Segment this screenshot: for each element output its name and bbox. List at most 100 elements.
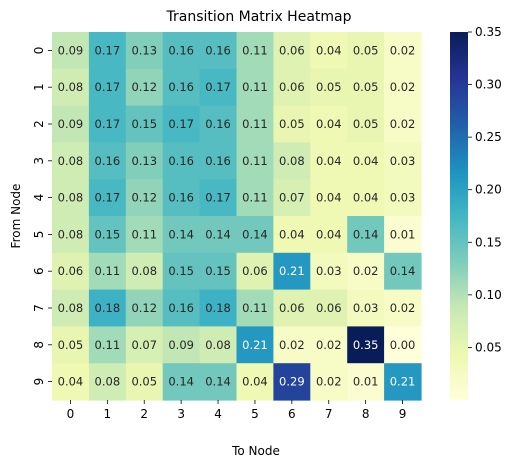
heatmap-cell-4-1 [88, 179, 127, 217]
heatmap-cell-1-7 [310, 68, 348, 107]
heatmap-cell-1-2 [125, 68, 164, 107]
cell-value-9-8: 0.01 [353, 375, 379, 389]
cell-value-0-5: 0.11 [242, 43, 268, 57]
colorbar [450, 32, 468, 400]
heatmap-cell-1-9 [384, 68, 422, 107]
heatmap-cell-9-6 [273, 363, 311, 401]
cell-value-8-7: 0.02 [316, 338, 342, 352]
cell-value-5-6: 0.04 [279, 227, 305, 241]
y-tick-label: 5 [32, 231, 46, 239]
cell-value-4-3: 0.16 [168, 191, 194, 205]
heatmap-cell-8-0 [52, 326, 90, 364]
heatmap-cell-2-2 [125, 105, 164, 143]
cell-value-7-6: 0.06 [279, 301, 305, 315]
heatmap-cell-3-8 [347, 142, 385, 180]
heatmap-cell-4-6 [273, 179, 311, 217]
heatmap-cell-4-5 [236, 179, 274, 217]
heatmap-cell-5-1 [88, 216, 127, 254]
cell-value-9-1: 0.08 [95, 375, 121, 389]
cell-value-0-6: 0.06 [279, 43, 305, 57]
cell-value-1-6: 0.06 [279, 80, 305, 94]
heatmap-cell-6-6 [273, 252, 311, 291]
cell-value-7-3: 0.16 [168, 301, 194, 315]
heatmap-cell-7-4 [199, 289, 238, 327]
x-tick-label: 4 [214, 407, 222, 421]
heatmap-cell-1-8 [347, 68, 385, 107]
y-tick-label: 2 [32, 120, 46, 128]
cell-value-3-5: 0.11 [242, 154, 268, 168]
cell-value-0-3: 0.16 [168, 43, 194, 57]
heatmap-cell-5-8 [347, 216, 385, 254]
chart-title: Transition Matrix Heatmap [166, 9, 352, 25]
cell-value-6-4: 0.15 [205, 264, 231, 278]
heatmap-cell-5-5 [236, 216, 274, 254]
cell-value-1-3: 0.16 [168, 80, 194, 94]
cell-value-5-2: 0.11 [131, 227, 157, 241]
y-tick-label: 3 [32, 157, 46, 165]
heatmap-cell-7-8 [347, 289, 385, 327]
cell-value-6-5: 0.06 [242, 264, 268, 278]
cell-value-7-1: 0.18 [95, 301, 121, 315]
cell-value-3-7: 0.04 [316, 154, 342, 168]
heatmap-cell-5-2 [125, 216, 164, 254]
heatmap-cell-6-1 [88, 252, 127, 291]
x-tick-label: 8 [362, 407, 370, 421]
heatmap-cell-7-7 [310, 289, 348, 327]
cell-value-5-3: 0.14 [168, 227, 194, 241]
colorbar-tick-label: 0.20 [475, 183, 502, 197]
heatmap-cell-6-9 [384, 252, 422, 291]
x-tick-label: 0 [67, 407, 75, 421]
heatmap-cell-0-1 [88, 32, 127, 70]
heatmap-cell-3-2 [125, 142, 164, 180]
y-tick-label: 1 [32, 83, 46, 91]
heatmap-cell-0-5 [236, 32, 274, 70]
heatmap-cell-9-3 [162, 363, 201, 401]
x-tick-label: 2 [140, 407, 148, 421]
cell-value-7-0: 0.08 [58, 301, 84, 315]
heatmap-cell-9-0 [52, 363, 90, 401]
heatmap-cell-3-6 [273, 142, 311, 180]
cell-labels: 0.09 0.17 0.13 0.16 0.16 0.11 0.06 0.04 0.05 0.02… [58, 43, 416, 388]
heatmap-cell-9-1 [88, 363, 127, 401]
heatmap-cell-5-4 [199, 216, 238, 254]
heatmap-cell-4-2 [125, 179, 164, 217]
cell-value-5-4: 0.14 [205, 227, 231, 241]
x-tick-label: 5 [251, 407, 259, 421]
cell-value-5-0: 0.08 [58, 227, 84, 241]
heatmap-cell-0-7 [310, 32, 348, 70]
heatmap-cell-5-3 [162, 216, 201, 254]
cell-value-1-5: 0.11 [242, 80, 268, 94]
cell-value-9-9: 0.21 [390, 375, 416, 389]
heatmap-cell-5-7 [310, 216, 348, 254]
heatmap-cell-4-4 [199, 179, 238, 217]
cell-value-2-5: 0.11 [242, 117, 268, 131]
x-axis-ticks: 0 1 2 3 4 5 6 7 8 9 [67, 400, 406, 421]
heatmap-cell-0-6 [273, 32, 311, 70]
heatmap-cell-0-4 [199, 32, 238, 70]
heatmap-cell-0-3 [162, 32, 201, 70]
heatmap-cell-1-5 [236, 68, 274, 107]
cell-value-9-6: 0.29 [279, 375, 305, 389]
heatmap-cell-4-9 [384, 179, 422, 217]
cell-value-0-9: 0.02 [390, 43, 416, 57]
cell-value-8-9: 0.00 [390, 338, 416, 352]
cell-value-8-1: 0.11 [95, 338, 121, 352]
heatmap-cell-8-6 [273, 326, 311, 364]
heatmap-cell-3-1 [88, 142, 127, 180]
cell-value-4-0: 0.08 [58, 191, 84, 205]
cell-value-7-5: 0.11 [242, 301, 268, 315]
cell-value-4-1: 0.17 [95, 191, 121, 205]
cell-value-4-4: 0.17 [205, 191, 231, 205]
cell-value-4-9: 0.03 [390, 191, 416, 205]
cell-value-2-0: 0.09 [58, 117, 84, 131]
colorbar-tick-label: 0.05 [475, 340, 502, 354]
y-axis-label: From Node [9, 184, 23, 249]
heatmap-cell-4-7 [310, 179, 348, 217]
heatmap-cell-2-7 [310, 105, 348, 143]
cell-value-3-1: 0.16 [95, 154, 121, 168]
cell-value-5-5: 0.14 [242, 227, 268, 241]
colorbar-tick-label: 0.10 [475, 288, 502, 302]
cell-value-1-7: 0.05 [316, 80, 342, 94]
cell-value-3-3: 0.16 [168, 154, 194, 168]
